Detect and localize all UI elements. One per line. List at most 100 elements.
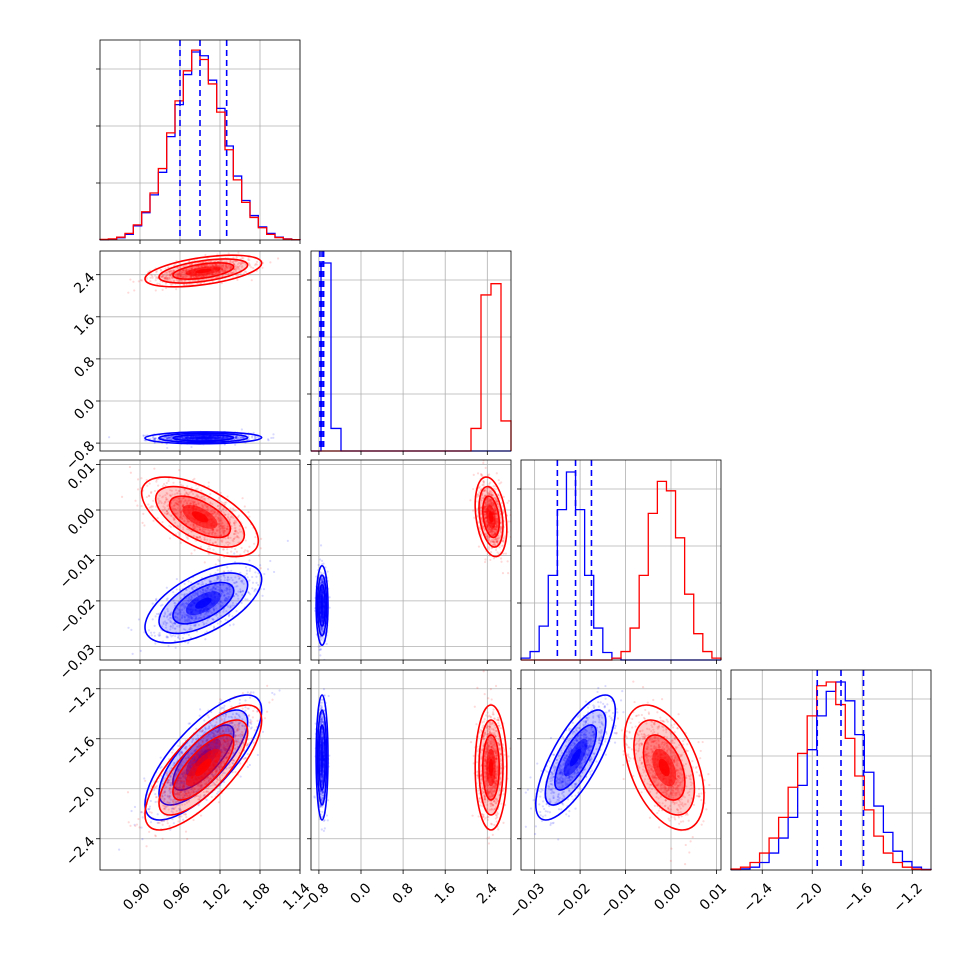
- scatter-point: [180, 781, 183, 784]
- scatter-point: [136, 478, 140, 481]
- scatter-point: [239, 553, 242, 556]
- scatter-point: [223, 435, 226, 439]
- scatter-point: [210, 580, 213, 583]
- scatter-point: [228, 590, 232, 594]
- scatter-point: [218, 518, 221, 521]
- scatter-point: [163, 512, 166, 515]
- scatter-point: [224, 537, 227, 540]
- scatter-point: [230, 569, 233, 572]
- scatter-point: [190, 788, 193, 791]
- scatter-point: [141, 521, 144, 524]
- scatter-point: [232, 256, 235, 259]
- scatter-point: [171, 818, 174, 821]
- scatter-point: [177, 501, 181, 504]
- scatter-point: [216, 792, 219, 795]
- scatter-point: [221, 267, 224, 270]
- scatter-point: [178, 782, 181, 785]
- scatter-point: [163, 612, 167, 616]
- scatter-point: [183, 270, 186, 273]
- scatter-point: [161, 485, 164, 488]
- scatter-point: [243, 436, 246, 440]
- scatter-point: [174, 513, 178, 516]
- scatter-point: [163, 502, 166, 505]
- scatter-point: [239, 262, 242, 265]
- scatter-point: [209, 721, 212, 725]
- scatter-point: [243, 505, 246, 508]
- scatter-point: [193, 477, 196, 480]
- scatter-point: [167, 437, 170, 440]
- scatter-point: [183, 602, 186, 605]
- scatter-point: [186, 485, 189, 488]
- scatter-point: [226, 548, 229, 551]
- scatter-point: [181, 274, 184, 277]
- scatter-point: [195, 275, 198, 278]
- scatter-point: [199, 616, 202, 620]
- scatter-point: [210, 273, 214, 276]
- scatter-point: [219, 527, 222, 531]
- scatter-point: [205, 622, 208, 625]
- scatter-point: [204, 528, 207, 531]
- scatter-point: [196, 593, 199, 596]
- scatter-point: [250, 722, 253, 725]
- scatter-point: [150, 634, 153, 637]
- scatter-point: [231, 261, 235, 264]
- scatter-point: [208, 541, 211, 544]
- scatter-point: [179, 780, 182, 783]
- scatter-point: [220, 517, 223, 520]
- scatter-point: [195, 790, 198, 793]
- scatter-point: [176, 279, 179, 282]
- scatter-point: [169, 620, 172, 623]
- scatter-point: [226, 525, 229, 528]
- scatter-point: [165, 586, 168, 589]
- scatter-point: [208, 531, 211, 534]
- scatter-point: [188, 617, 191, 620]
- y-tick-label: 0.00: [65, 505, 98, 538]
- scatter-point: [226, 566, 229, 569]
- scatter-point: [204, 275, 207, 278]
- scatter-point: [183, 264, 186, 268]
- scatter-point: [221, 526, 224, 529]
- scatter-point: [202, 261, 205, 264]
- scatter-point: [236, 594, 239, 597]
- scatter-point: [176, 781, 179, 785]
- scatter-point: [167, 270, 170, 273]
- scatter-point: [182, 500, 186, 503]
- scatter-point: [178, 588, 182, 591]
- scatter-point: [239, 735, 242, 738]
- scatter-point: [237, 574, 240, 578]
- scatter-point: [227, 742, 230, 745]
- scatter-point: [208, 733, 211, 736]
- scatter-point: [167, 500, 170, 503]
- scatter-point: [248, 264, 251, 267]
- scatter-point: [225, 609, 228, 613]
- scatter-point: [221, 525, 224, 528]
- scatter-point: [213, 510, 216, 513]
- scatter-point: [152, 435, 155, 439]
- scatter-point: [227, 576, 230, 579]
- scatter-point: [208, 589, 212, 592]
- scatter-point: [220, 500, 223, 504]
- scatter-point: [194, 527, 197, 530]
- scatter-point: [230, 550, 233, 553]
- x-tick-label: −1.6: [841, 880, 876, 915]
- scatter-point: [212, 618, 215, 621]
- scatter-point: [206, 528, 209, 531]
- scatter-point: [222, 570, 225, 573]
- scatter-point: [214, 783, 217, 787]
- scatter-point: [214, 587, 218, 590]
- scatter-point: [248, 569, 251, 572]
- scatter-point: [248, 259, 251, 262]
- scatter-point: [244, 566, 248, 569]
- scatter-point: [211, 731, 214, 735]
- scatter-point: [165, 491, 168, 495]
- scatter-point: [203, 498, 207, 501]
- histogram-blue: [520, 471, 721, 661]
- scatter-point: [252, 431, 255, 434]
- scatter-point: [206, 587, 209, 590]
- scatter-point: [221, 540, 224, 544]
- scatter-point: [160, 501, 163, 505]
- scatter-point: [233, 527, 236, 530]
- scatter-point: [199, 538, 203, 541]
- scatter-point: [218, 524, 221, 527]
- scatter-point: [203, 719, 206, 722]
